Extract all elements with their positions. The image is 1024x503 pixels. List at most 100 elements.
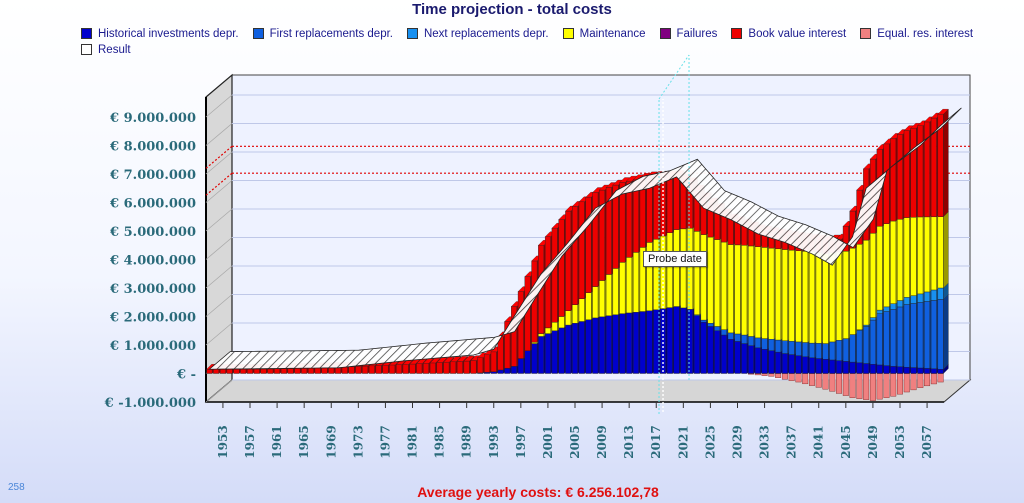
gridline-side <box>205 94 233 118</box>
bar-segment <box>917 367 924 374</box>
bar-segment <box>897 366 903 374</box>
y-tick-label: € 7.000.000 <box>109 168 196 183</box>
bar-segment <box>734 333 741 342</box>
y-tick-label: € 3.000.000 <box>109 282 196 297</box>
bar-segment <box>910 373 917 391</box>
bar-segment <box>761 349 768 374</box>
bar-segment <box>808 251 815 344</box>
bar-segment <box>389 364 396 374</box>
bar-segment <box>863 239 870 326</box>
bar-segment <box>903 373 910 393</box>
bar-segment <box>673 229 680 307</box>
bar-segment <box>883 306 890 312</box>
bar-segment <box>734 341 741 374</box>
bar-segment <box>538 333 545 337</box>
bar-segment <box>395 364 402 374</box>
bar-segment <box>890 373 897 397</box>
bar-segment <box>490 371 497 374</box>
bar-segment <box>727 339 734 374</box>
bar-segment <box>876 373 883 400</box>
bar-top <box>463 355 475 362</box>
bar-segment <box>700 322 707 374</box>
bar-segment <box>612 314 619 374</box>
bar-segment <box>754 246 761 339</box>
bar-segment <box>558 316 565 329</box>
bar-segment <box>348 366 355 374</box>
bar-segment <box>795 250 802 343</box>
bar-segment <box>619 313 626 374</box>
bar-segment <box>382 365 389 374</box>
bar-segment <box>788 341 795 355</box>
bar-segment <box>937 299 944 370</box>
bar-segment <box>287 368 294 374</box>
bar-segment <box>497 369 504 374</box>
bar-segment <box>910 303 917 368</box>
bar-segment <box>802 356 809 374</box>
bar-segment <box>463 360 470 374</box>
x-tick-label: 1969 <box>324 425 338 458</box>
bar-segment <box>829 252 836 343</box>
y-tick-label: € 1.000.000 <box>109 339 196 354</box>
gridline-side <box>205 322 233 346</box>
x-tick-label: 2017 <box>649 425 663 458</box>
legend-swatch <box>406 28 418 39</box>
x-tick-label: 2021 <box>676 425 690 458</box>
bar-top <box>443 357 455 363</box>
x-tick-label: 1961 <box>270 425 284 458</box>
x-tick-label: 2001 <box>541 425 555 458</box>
bar-segment <box>897 134 903 220</box>
bar-segment <box>632 252 639 313</box>
bar-segment <box>274 368 281 374</box>
bar-segment <box>795 341 802 356</box>
bar-segment <box>626 312 633 374</box>
bar-side <box>943 211 949 289</box>
y-tick-label: € 9.000.000 <box>109 111 196 126</box>
bar-segment <box>247 368 253 374</box>
x-tick-label: 1993 <box>487 425 501 458</box>
bar-segment <box>639 311 646 374</box>
bar-segment <box>585 292 592 320</box>
legend-item: Result <box>81 42 131 57</box>
bar-segment <box>842 361 849 374</box>
bar-segment <box>619 262 626 314</box>
legend-label: Next replacements depr. <box>423 27 549 40</box>
bar-segment <box>903 130 910 218</box>
x-tick-label: 1977 <box>378 425 392 458</box>
bar-segment <box>321 367 328 374</box>
bar-segment <box>748 345 755 374</box>
legend-item: Failures <box>659 26 717 41</box>
bar-segment <box>822 359 829 374</box>
bar-segment <box>768 373 775 377</box>
x-tick-label: 2049 <box>866 425 880 458</box>
bar-segment <box>781 340 788 354</box>
bar-segment <box>233 368 240 374</box>
bar-segment <box>714 330 721 374</box>
bar-segment <box>578 201 585 299</box>
bar-segment <box>930 289 937 301</box>
bar-segment <box>572 206 578 305</box>
gridline-side <box>205 123 233 146</box>
y-tick-label: € 8.000.000 <box>109 140 196 155</box>
legend-item: Maintenance <box>562 26 646 41</box>
bar-segment <box>605 274 612 316</box>
bar-segment <box>680 307 687 374</box>
bar-top <box>456 356 469 362</box>
gridline-side <box>205 237 233 260</box>
legend-swatch <box>562 28 574 39</box>
gridline-side <box>205 208 233 232</box>
bar-segment <box>558 219 565 317</box>
bar-segment <box>558 327 565 374</box>
bar-segment <box>578 321 585 374</box>
bar-segment <box>883 311 890 366</box>
bar-segment <box>856 330 863 364</box>
bar-segment <box>869 233 876 318</box>
bar-segment <box>876 364 883 374</box>
bar-segment <box>876 309 883 314</box>
gridline-side <box>205 180 233 203</box>
legend-item: Historical investments depr. <box>81 26 239 41</box>
y-tick-label: € 5.000.000 <box>109 225 196 240</box>
y-tick-label: € -1.000.000 <box>104 396 196 411</box>
bar-segment <box>409 363 416 374</box>
x-tick-label: 1985 <box>433 425 447 458</box>
